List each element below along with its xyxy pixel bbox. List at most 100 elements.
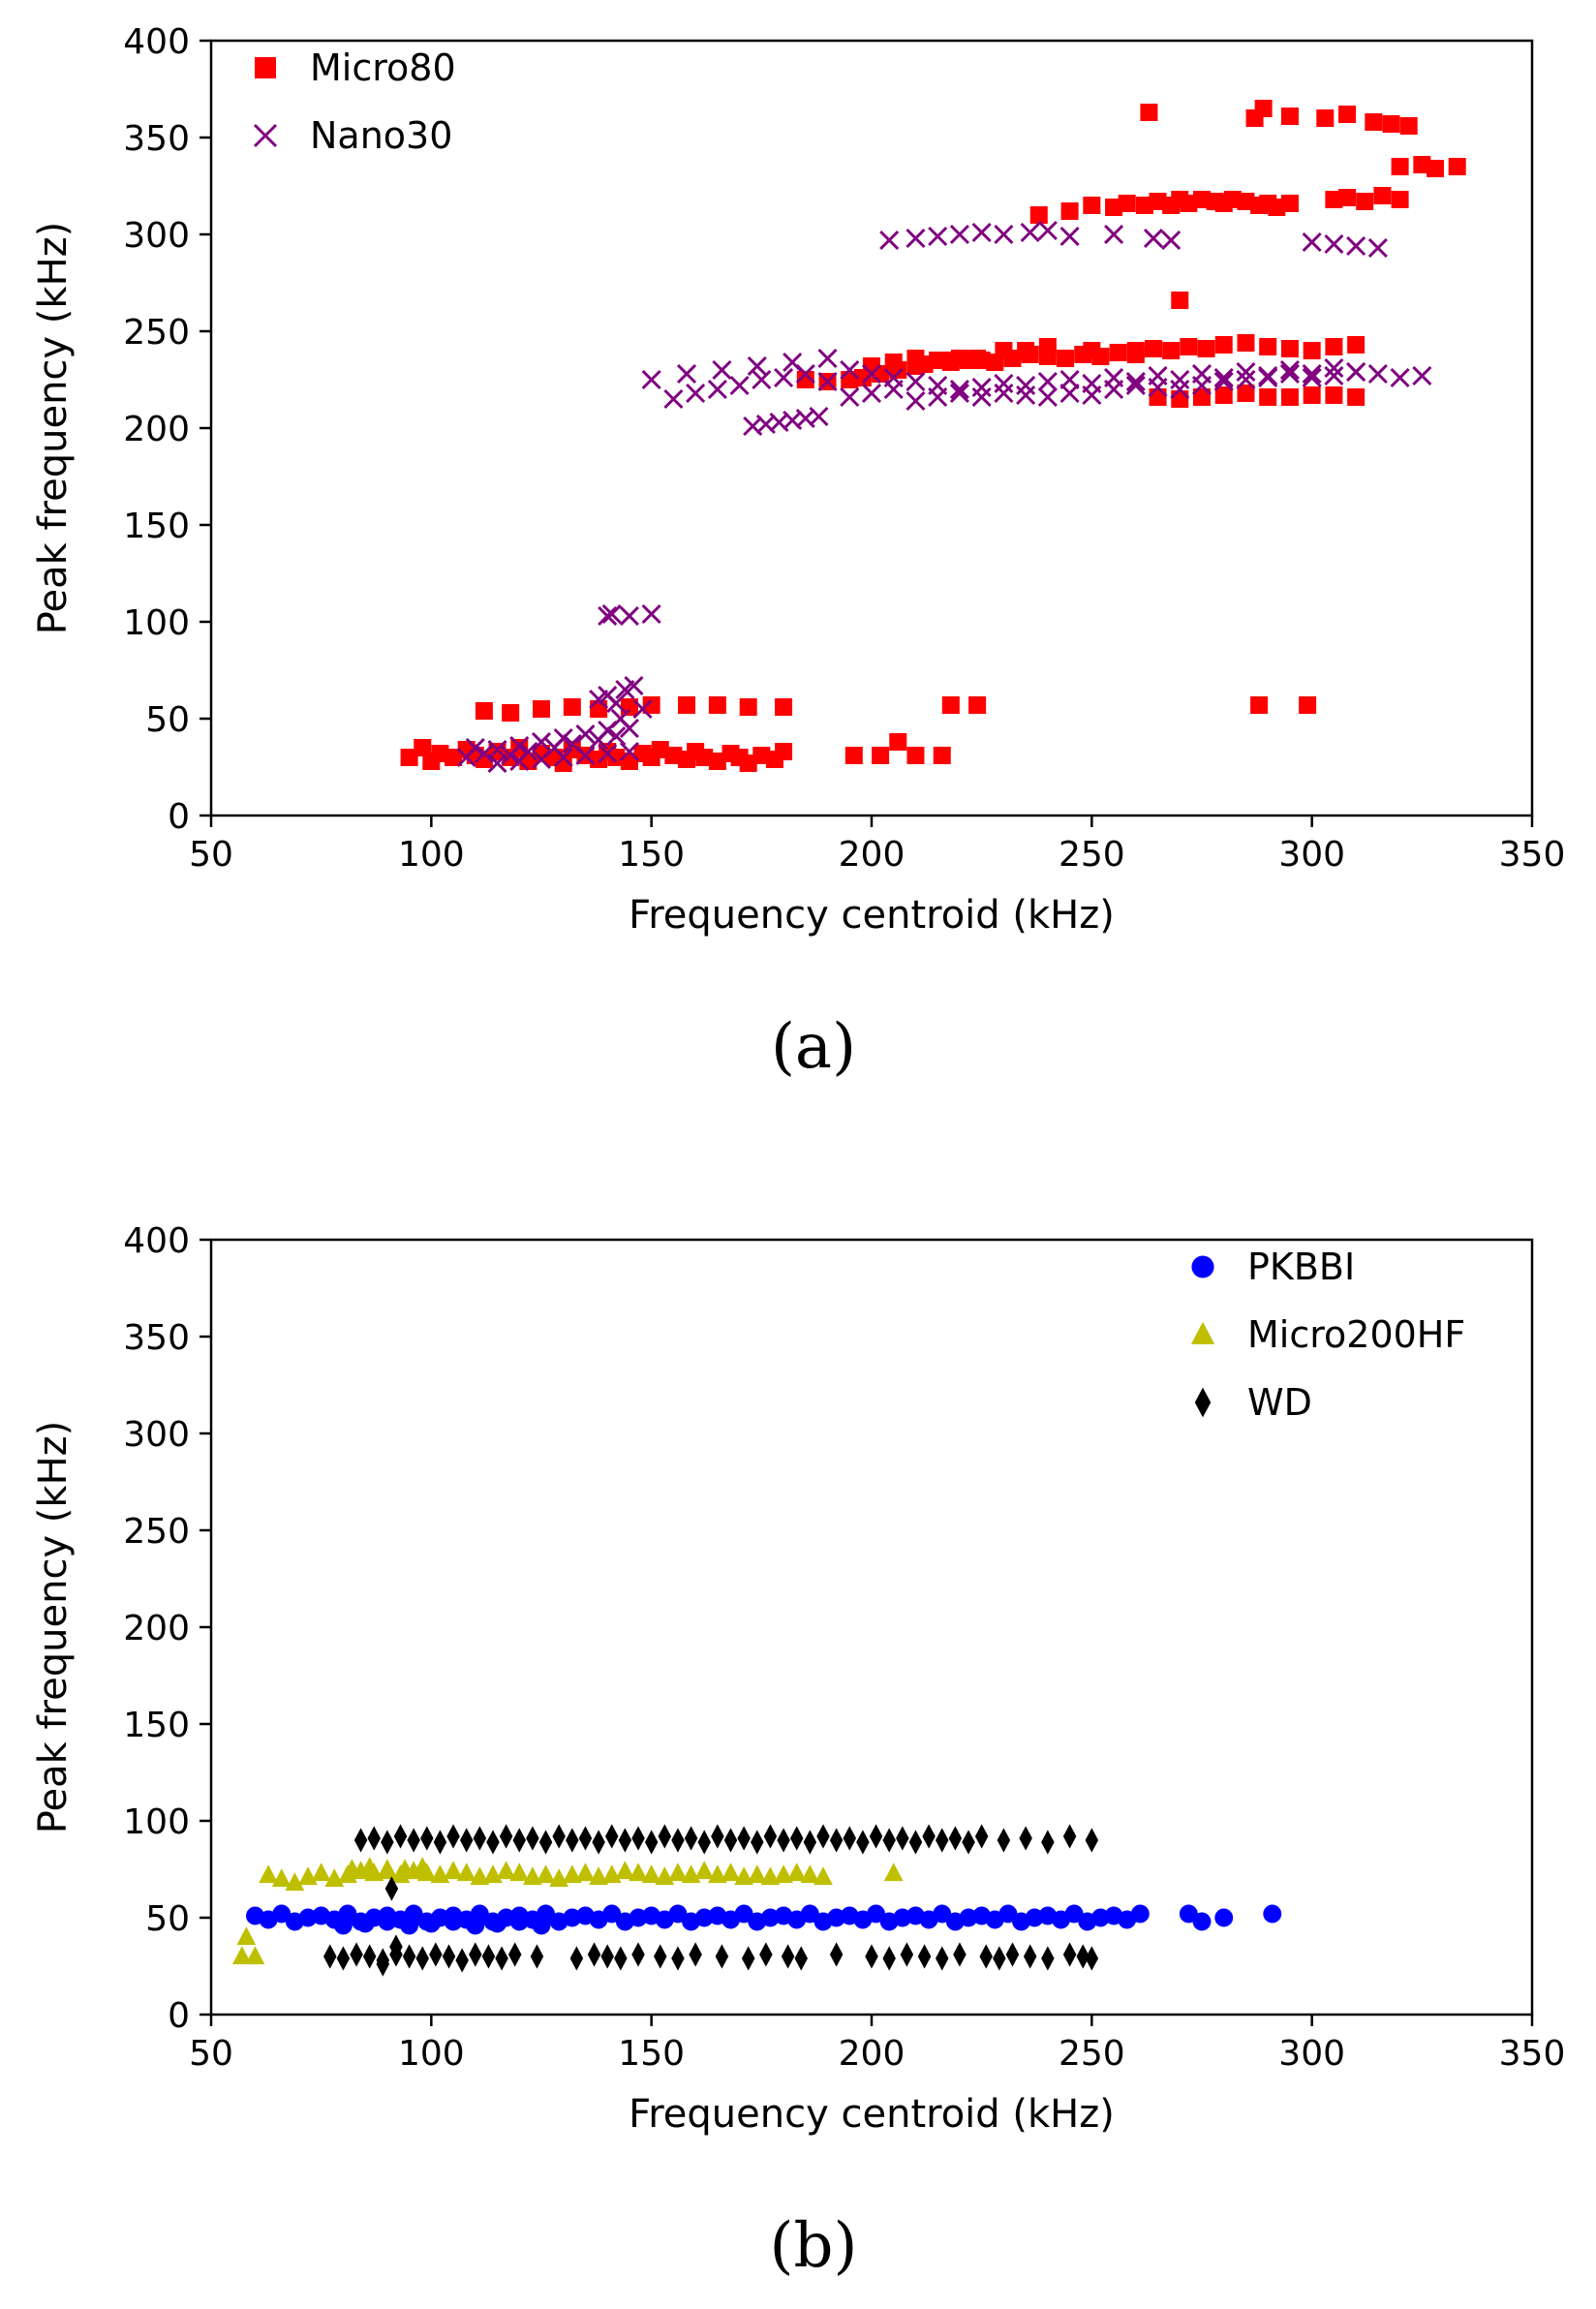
panel-a-y-tick-label: 100 [123,603,190,643]
panel-b-point-wd [481,1944,496,1969]
panel-a-point-micro80 [1214,336,1233,354]
panel-a-x-tick-label: 100 [398,835,465,875]
panel-a-point-micro80 [1448,158,1466,175]
panel-a-point-nano30 [610,708,630,729]
panel-a-point-micro80 [889,733,907,751]
panel-b-point-micro200hf [271,1868,292,1888]
panel-a-point-micro80 [1299,696,1317,714]
panel-b-point-wd [843,1826,857,1851]
panel-a-point-nano30 [1324,357,1344,379]
panel-b-point-wd [578,1826,593,1851]
panel-a-point-nano30 [601,603,622,625]
panel-b-point-micro200hf [509,1863,530,1882]
panel-b-point-micro200hf [800,1864,820,1884]
panel-b-point-wd [1062,1942,1077,1967]
panel-a-point-micro80 [502,704,520,722]
panel-a-point-nano30 [553,747,573,768]
panel-a-point-micro80 [1254,100,1273,117]
panel-b-point-micro200hf [615,1861,635,1880]
panel-b-point-wd [856,1830,870,1855]
panel-b-point-pkbbi [378,1912,397,1931]
panel-a-point-nano30 [1258,365,1278,386]
panel-a-point-nano30 [809,406,829,427]
panel-a-y-tick-label: 150 [123,507,190,546]
panel-b-legend-item-wd: WD [1194,1381,1312,1424]
panel-b-point-wd [600,1944,614,1969]
panel-a-point-nano30 [1412,365,1432,386]
panel-b-point-wd [882,1828,896,1853]
panel-b-point-micro200hf [760,1866,781,1886]
panel-a-point-micro80 [796,371,814,388]
panel-b-point-wd [979,1944,993,1969]
panel-a-point-nano30 [1279,359,1300,381]
panel-a-point-nano30 [553,727,573,749]
panel-b-point-wd [530,1944,544,1969]
panel-b-point-micro200hf [668,1863,688,1882]
panel-b-x-tick-label: 350 [1499,2034,1566,2074]
panel-a-point-micro80 [775,698,793,716]
panel-b-point-wd [336,1946,351,1971]
panel-a-point-micro80 [475,702,493,720]
panel-b-point-wd [1041,1946,1055,1971]
panel-b-point-wd [442,1944,456,1969]
panel-b-point-wd [751,1830,764,1855]
panel-b-x-tick-label: 250 [1059,2034,1125,2074]
panel-a-point-micro80 [651,741,669,758]
panel-b-point-wd [759,1942,773,1967]
panel-a-chart: 50 100 150 200 250 300 35005010015020025030035… [31,22,1565,1083]
panel-b-y-tick-label: 50 [145,1899,190,1939]
panel-a-point-micro80 [1268,199,1286,216]
panel-b-point-micro200hf [813,1866,833,1886]
panel-a-point-nano30 [606,693,627,714]
panel-b-point-pkbbi [532,1916,551,1935]
panel-b-point-wd [1005,1942,1020,1967]
panel-b-point-wd [896,1826,909,1851]
panel-b-legend-marker-wd [1194,1387,1212,1418]
panel-a-x-tick-label: 150 [618,835,685,875]
panel-a-point-nano30 [971,377,992,398]
panel-a-point-nano30 [729,375,750,396]
panel-a-point-nano30 [1143,228,1164,249]
panel-a-point-nano30 [1367,237,1388,259]
panel-b-point-wd [507,1942,522,1967]
panel-b-point-pkbbi [800,1904,819,1924]
panel-a-point-micro80 [872,365,890,383]
panel-a-point-micro80 [1105,199,1123,216]
panel-a-point-nano30 [840,359,860,381]
panel-b-point-micro200hf [311,1863,331,1882]
panel-b-y-tick-label: 250 [123,1512,190,1552]
panel-b-point-wd [671,1946,685,1971]
panel-a-ticks: 50 100 150 200 250 300 35005010015020025030035… [123,22,1565,875]
panel-a-point-nano30 [1390,367,1410,388]
panel-b-point-wd [829,1942,844,1967]
panel-b-point-wd [689,1942,702,1967]
panel-b-point-wd [393,1824,408,1849]
panel-a-point-nano30 [1082,373,1102,394]
panel-a-legend-item-micro80: Micro80 [255,46,456,89]
panel-b-point-wd [829,1828,844,1853]
panel-a-point-nano30 [883,367,904,388]
panel-a-point-micro80 [1118,195,1136,212]
panel-a-point-nano30 [575,723,596,745]
panel-b-point-wd [1076,1944,1090,1969]
panel-a-point-micro80 [1391,158,1409,175]
panel-b-point-wd [1019,1826,1032,1851]
panel-a-point-micro80 [986,354,1004,371]
panel-b-point-wd [697,1830,711,1855]
panel-a-y-axis-label: Peak frequency (kHz) [31,222,76,634]
panel-b-point-wd [644,1830,659,1855]
panel-a-x-tick-label: 300 [1278,835,1345,875]
panel-b-point-pkbbi [1064,1904,1084,1924]
panel-a-point-nano30 [1324,233,1344,255]
panel-b-point-micro200hf [395,1859,414,1878]
panel-a-y-tick-label: 0 [168,797,190,837]
panel-a-point-micro80 [445,749,463,766]
panel-a-point-micro80 [1399,117,1418,135]
panel-a-x-tick-label: 250 [1059,835,1125,875]
panel-a-point-micro80 [695,749,714,766]
panel-a-point-micro80 [968,350,987,367]
panel-a-point-micro80 [1021,346,1039,363]
panel-a-point-micro80 [1237,334,1255,352]
panel-a-point-micro80 [1391,191,1409,208]
panel-b-point-wd [407,1828,420,1853]
